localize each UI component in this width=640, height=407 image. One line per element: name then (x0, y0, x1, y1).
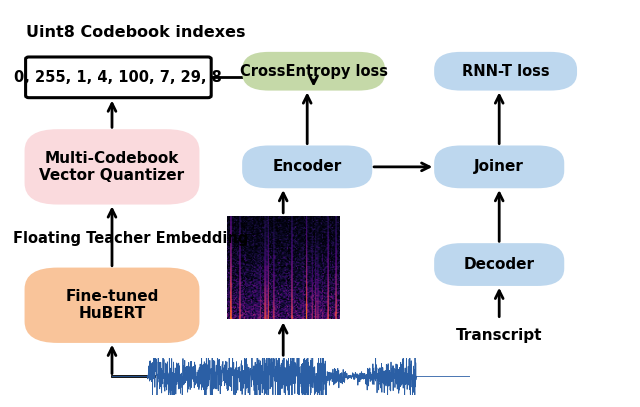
FancyBboxPatch shape (243, 147, 371, 187)
FancyBboxPatch shape (435, 244, 563, 285)
Text: Floating Teacher Embedding: Floating Teacher Embedding (13, 231, 248, 245)
FancyBboxPatch shape (26, 130, 198, 204)
FancyBboxPatch shape (26, 269, 198, 342)
Text: CrossEntropy loss: CrossEntropy loss (239, 64, 388, 79)
FancyBboxPatch shape (435, 53, 576, 90)
Text: Fine-tuned
HuBERT: Fine-tuned HuBERT (65, 289, 159, 322)
Text: Joiner: Joiner (474, 160, 524, 174)
FancyBboxPatch shape (243, 53, 384, 90)
Text: Encoder: Encoder (273, 160, 342, 174)
Text: Decoder: Decoder (464, 257, 534, 272)
Text: Transcript: Transcript (456, 328, 543, 343)
Text: Uint8 Codebook indexes: Uint8 Codebook indexes (26, 25, 245, 40)
Text: Multi-Codebook
Vector Quantizer: Multi-Codebook Vector Quantizer (40, 151, 184, 183)
Text: 0, 255, 1, 4, 100, 7, 29, 8: 0, 255, 1, 4, 100, 7, 29, 8 (15, 70, 222, 85)
FancyBboxPatch shape (435, 147, 563, 187)
FancyBboxPatch shape (26, 57, 211, 98)
Text: RNN-T loss: RNN-T loss (462, 64, 549, 79)
